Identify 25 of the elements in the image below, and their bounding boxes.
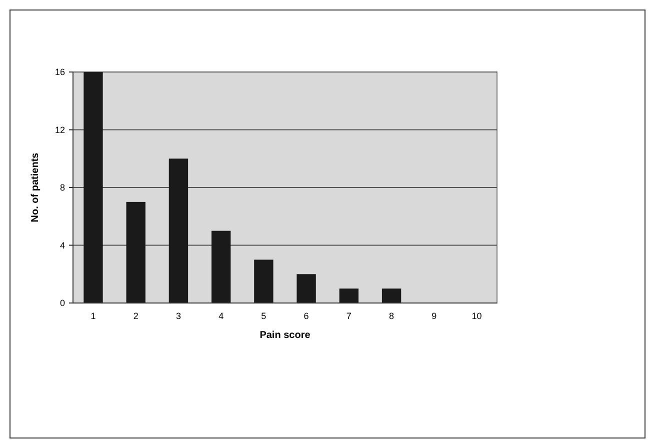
x-tick-label: 7	[346, 311, 352, 321]
x-tick-label: 4	[218, 311, 224, 321]
y-tick-label: 0	[60, 298, 65, 308]
bar	[168, 158, 188, 303]
x-tick-label: 6	[304, 311, 309, 321]
y-tick-label: 4	[60, 240, 65, 250]
bar	[84, 72, 103, 303]
x-axis-title: Pain score	[260, 330, 311, 341]
x-tick-label: 5	[261, 311, 266, 321]
x-tick-label: 1	[90, 311, 96, 321]
bar	[296, 274, 316, 303]
bar	[339, 288, 359, 303]
x-tick-label: 9	[432, 311, 437, 321]
bar	[211, 230, 231, 303]
y-tick-label: 12	[54, 124, 65, 135]
y-tick-label: 16	[54, 67, 65, 78]
x-tick-label: 3	[176, 311, 181, 321]
x-tick-label: 2	[133, 311, 138, 321]
x-tick-label: 10	[472, 311, 482, 321]
bar	[126, 202, 146, 303]
y-axis-title: No. of patients	[30, 152, 41, 222]
bar	[254, 260, 274, 303]
y-tick-label: 8	[60, 182, 65, 193]
x-tick-label: 8	[389, 311, 394, 321]
bar	[382, 288, 402, 303]
